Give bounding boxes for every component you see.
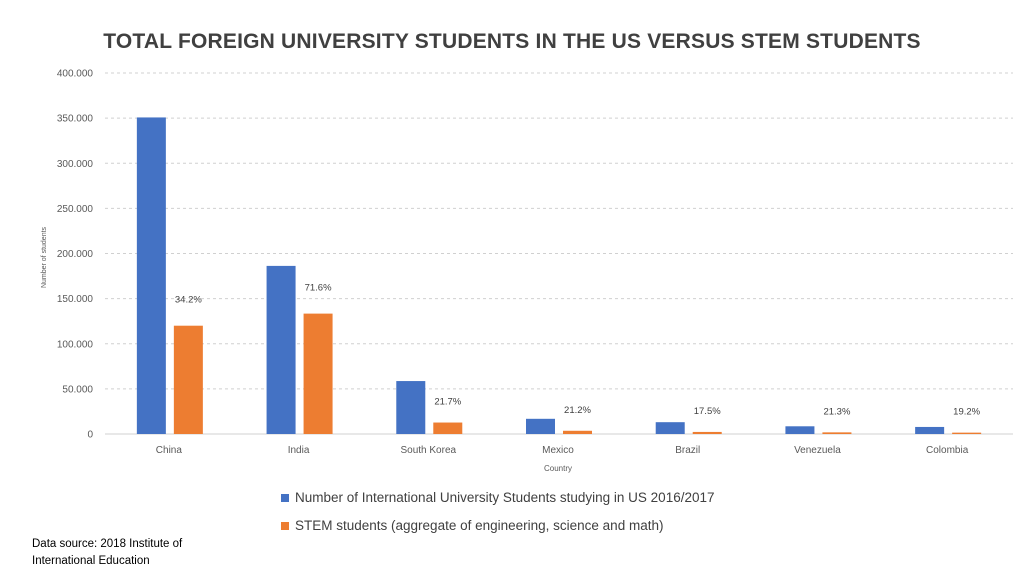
bar-stem: [822, 432, 852, 434]
x-tick-label: Venezuela: [794, 445, 841, 456]
x-tick-label: South Korea: [400, 445, 456, 456]
y-tick-label: 300.000: [57, 159, 94, 170]
x-tick-label: India: [288, 445, 310, 456]
legend-item-stem: STEM students (aggregate of engineering,…: [281, 518, 663, 533]
bar-stem: [952, 432, 982, 434]
legend-label-international: Number of International University Stude…: [295, 490, 715, 505]
bar-international: [655, 422, 685, 434]
y-tick-label: 200.000: [57, 249, 94, 260]
y-tick-label: 100.000: [57, 339, 94, 350]
source-note: Data source: 2018 Institute of Internati…: [32, 538, 183, 567]
bar-international: [396, 381, 426, 434]
data-label: 19.2%: [953, 407, 980, 418]
bar-stem: [173, 325, 203, 434]
y-tick-label: 350.000: [57, 114, 94, 125]
data-label: 34.2%: [175, 295, 202, 306]
y-tick-label: 400.000: [57, 69, 94, 80]
legend-swatch-blue: [281, 493, 289, 502]
data-label: 17.5%: [694, 406, 721, 417]
x-tick-label: Colombia: [926, 445, 969, 456]
legend-label-stem: STEM students (aggregate of engineering,…: [295, 518, 664, 533]
x-axis-label: Country: [544, 464, 572, 473]
bar-international: [136, 117, 166, 435]
bar-international: [785, 426, 815, 434]
y-tick-label: 0: [87, 430, 93, 441]
bar-international: [915, 426, 945, 434]
bar-stem: [692, 431, 722, 434]
y-tick-label: 250.000: [57, 204, 94, 215]
x-tick-label: Brazil: [675, 445, 700, 456]
x-tick-label: China: [156, 445, 183, 456]
legend-swatch-orange: [281, 521, 289, 530]
x-tick-label: Mexico: [542, 445, 574, 456]
chart-title: TOTAL FOREIGN UNIVERSITY STUDENTS IN THE…: [103, 30, 921, 53]
data-label: 21.2%: [564, 405, 591, 416]
bar-international: [526, 418, 555, 434]
legend-item-international: Number of International University Stude…: [281, 490, 715, 505]
data-label: 21.3%: [823, 406, 850, 417]
y-tick-label: 150.000: [57, 294, 94, 305]
bar-stem: [303, 313, 333, 434]
bar-international: [266, 265, 296, 434]
bar-stem: [563, 430, 592, 434]
data-label: 21.7%: [434, 397, 461, 408]
y-tick-label: 50.000: [62, 384, 93, 395]
y-axis-label: Number of students: [41, 226, 48, 288]
bar-stem: [433, 422, 463, 434]
data-label: 71.6%: [305, 283, 332, 294]
